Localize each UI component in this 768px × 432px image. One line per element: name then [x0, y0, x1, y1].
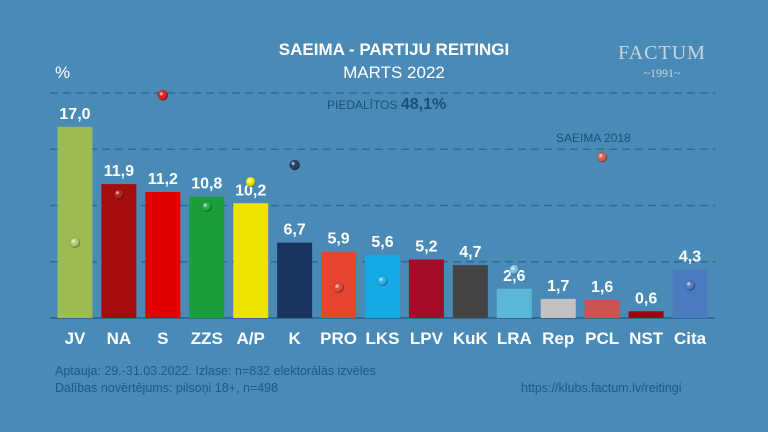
data-label: 11,9 [104, 163, 134, 180]
saeima-2018-point-shine [201, 201, 212, 212]
saeima-2018-point-shine [597, 152, 608, 163]
bar-ap [233, 203, 269, 318]
saeima-2018-point-shine [245, 176, 256, 187]
bar-kuk [452, 265, 488, 318]
bar-rep [540, 298, 576, 318]
data-label: 1,6 [591, 279, 613, 296]
turnout-value: 48,1% [400, 96, 447, 113]
x-tick-label: S [157, 329, 168, 348]
bar-lpv [408, 259, 444, 318]
data-label: 4,3 [679, 249, 701, 266]
data-label: 2,6 [503, 268, 525, 285]
saeima-2018-point-shine [157, 90, 168, 101]
data-label: 4,7 [459, 244, 481, 261]
footer-participation: Dalības novērtējums: pilsoņi 18+, n=498 [55, 381, 279, 395]
chart-subtitle: MARTS 2022 [343, 63, 445, 82]
data-label: 0,6 [635, 290, 657, 307]
saeima-2018-point-shine [377, 275, 388, 286]
bar-na [101, 184, 137, 318]
x-tick-label: Rep [542, 329, 574, 348]
saeima-2018-point-shine [113, 189, 124, 200]
x-tick-label: NST [629, 329, 664, 348]
data-label: 17,0 [59, 106, 90, 123]
factum-logo: FACTUM [618, 42, 706, 64]
bar-nst [628, 311, 664, 318]
data-label: 11,2 [148, 171, 178, 188]
x-tick-label: ZZS [191, 329, 223, 348]
bar-pcl [584, 300, 620, 318]
data-label: 5,6 [371, 234, 393, 251]
bar-jv [57, 126, 93, 318]
bar-lra [496, 288, 532, 318]
saeima-2018-point-shine [69, 237, 80, 248]
legend-saeima-2018: SAEIMA 2018 [556, 131, 631, 145]
data-label: 5,2 [415, 239, 437, 256]
x-tick-label: K [288, 329, 301, 348]
footer-url[interactable]: https://klubs.factum.lv/reitingi [521, 381, 682, 395]
bar-zzs [189, 196, 225, 318]
turnout-annotation: PIEDALĪTOS 48,1% [327, 96, 446, 114]
x-tick-label: Cita [674, 329, 707, 348]
saeima-2018-point-shine [685, 280, 696, 291]
data-label: 1,7 [547, 278, 569, 295]
x-tick-label: NA [107, 329, 132, 348]
saeima-2018-point-shine [289, 160, 300, 170]
turnout-label: PIEDALĪTOS [327, 98, 398, 112]
data-label: 5,9 [327, 231, 349, 248]
x-tick-label: PRO [320, 329, 357, 348]
x-tick-label: PCL [585, 329, 619, 348]
x-tick-label: A/P [237, 329, 265, 348]
bar-s [145, 192, 181, 318]
x-tick-label: LPV [410, 329, 444, 348]
x-tick-label: JV [65, 329, 86, 348]
factum-logo-year: ~1991~ [643, 66, 681, 80]
saeima-2018-point-shine [333, 282, 344, 293]
chart-title: SAEIMA - PARTIJU REITINGI [278, 40, 510, 59]
x-tick-label: KuK [453, 329, 489, 348]
footer-survey-info: Aptauja: 29.-31.03.2022. Izlase: n=832 e… [55, 364, 376, 378]
bar-cita [672, 269, 708, 318]
x-tick-label: LRA [497, 329, 532, 348]
data-label: 10,2 [235, 182, 266, 199]
y-axis-label: % [55, 63, 71, 82]
saeima-2018-point-shine [509, 264, 520, 275]
data-label: 6,7 [284, 222, 306, 239]
bar-k [277, 242, 313, 318]
bar-lks [365, 255, 400, 318]
x-tick-label: LKS [366, 329, 400, 348]
data-label: 10,8 [191, 176, 222, 193]
